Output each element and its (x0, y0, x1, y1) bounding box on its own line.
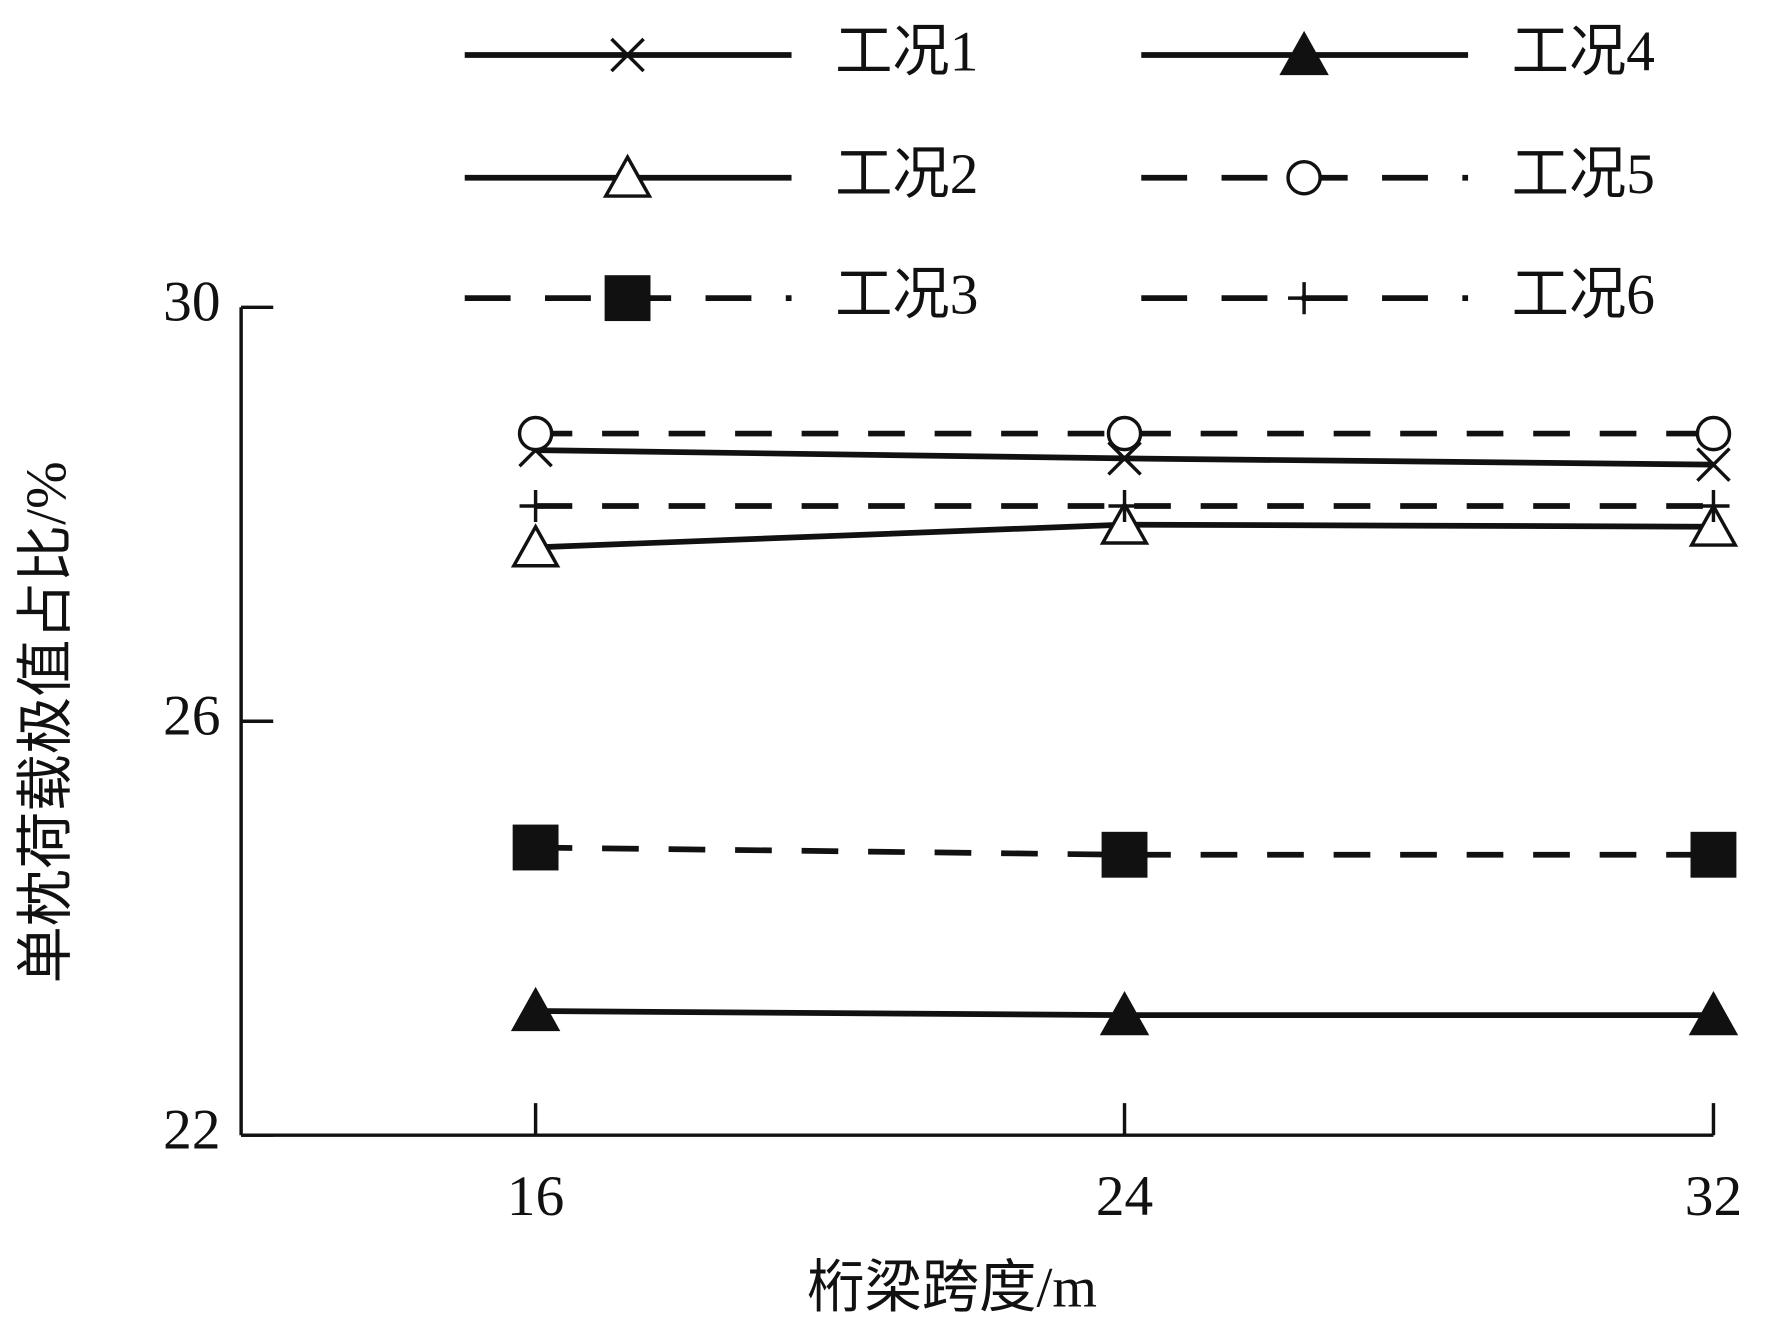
x-tick-label: 16 (507, 1165, 564, 1228)
y-tick-label: 26 (163, 684, 220, 747)
data-point (517, 415, 554, 452)
data-point (512, 824, 559, 871)
y-tick-label: 30 (163, 270, 220, 333)
data-point (1697, 489, 1730, 523)
legend-label: 工况3 (835, 264, 978, 327)
x-tick-label: 24 (1096, 1165, 1153, 1228)
data-point (1108, 489, 1141, 523)
data-point (510, 986, 561, 1032)
data-point (1695, 415, 1732, 452)
data-point (1696, 447, 1731, 482)
data-point (1099, 500, 1150, 545)
x-tick-label: 32 (1685, 1165, 1742, 1228)
legend-marker (604, 275, 651, 322)
legend-label: 工况5 (1512, 143, 1655, 206)
data-point (519, 489, 552, 523)
data-point (1690, 831, 1737, 878)
legend-label: 工况4 (1512, 20, 1655, 83)
legend-marker (1279, 30, 1329, 76)
x-axis-label: 桁梁跨度/m (807, 1257, 1097, 1320)
legend-label: 工况6 (1512, 264, 1655, 327)
legend-marker (1286, 159, 1322, 196)
data-point (1688, 990, 1739, 1036)
data-point (1101, 831, 1148, 878)
legend-marker (610, 37, 645, 73)
legend-marker (602, 153, 653, 198)
data-point (1106, 415, 1143, 452)
data-point (1688, 502, 1739, 547)
data-point (1099, 990, 1150, 1036)
legend-label: 工况2 (835, 143, 978, 206)
y-axis-label: 单枕荷载极值占比/% (15, 461, 78, 983)
legend-label: 工况1 (835, 20, 978, 83)
y-tick-label: 22 (163, 1098, 220, 1161)
legend-marker (1288, 282, 1321, 315)
data-point (510, 523, 561, 568)
